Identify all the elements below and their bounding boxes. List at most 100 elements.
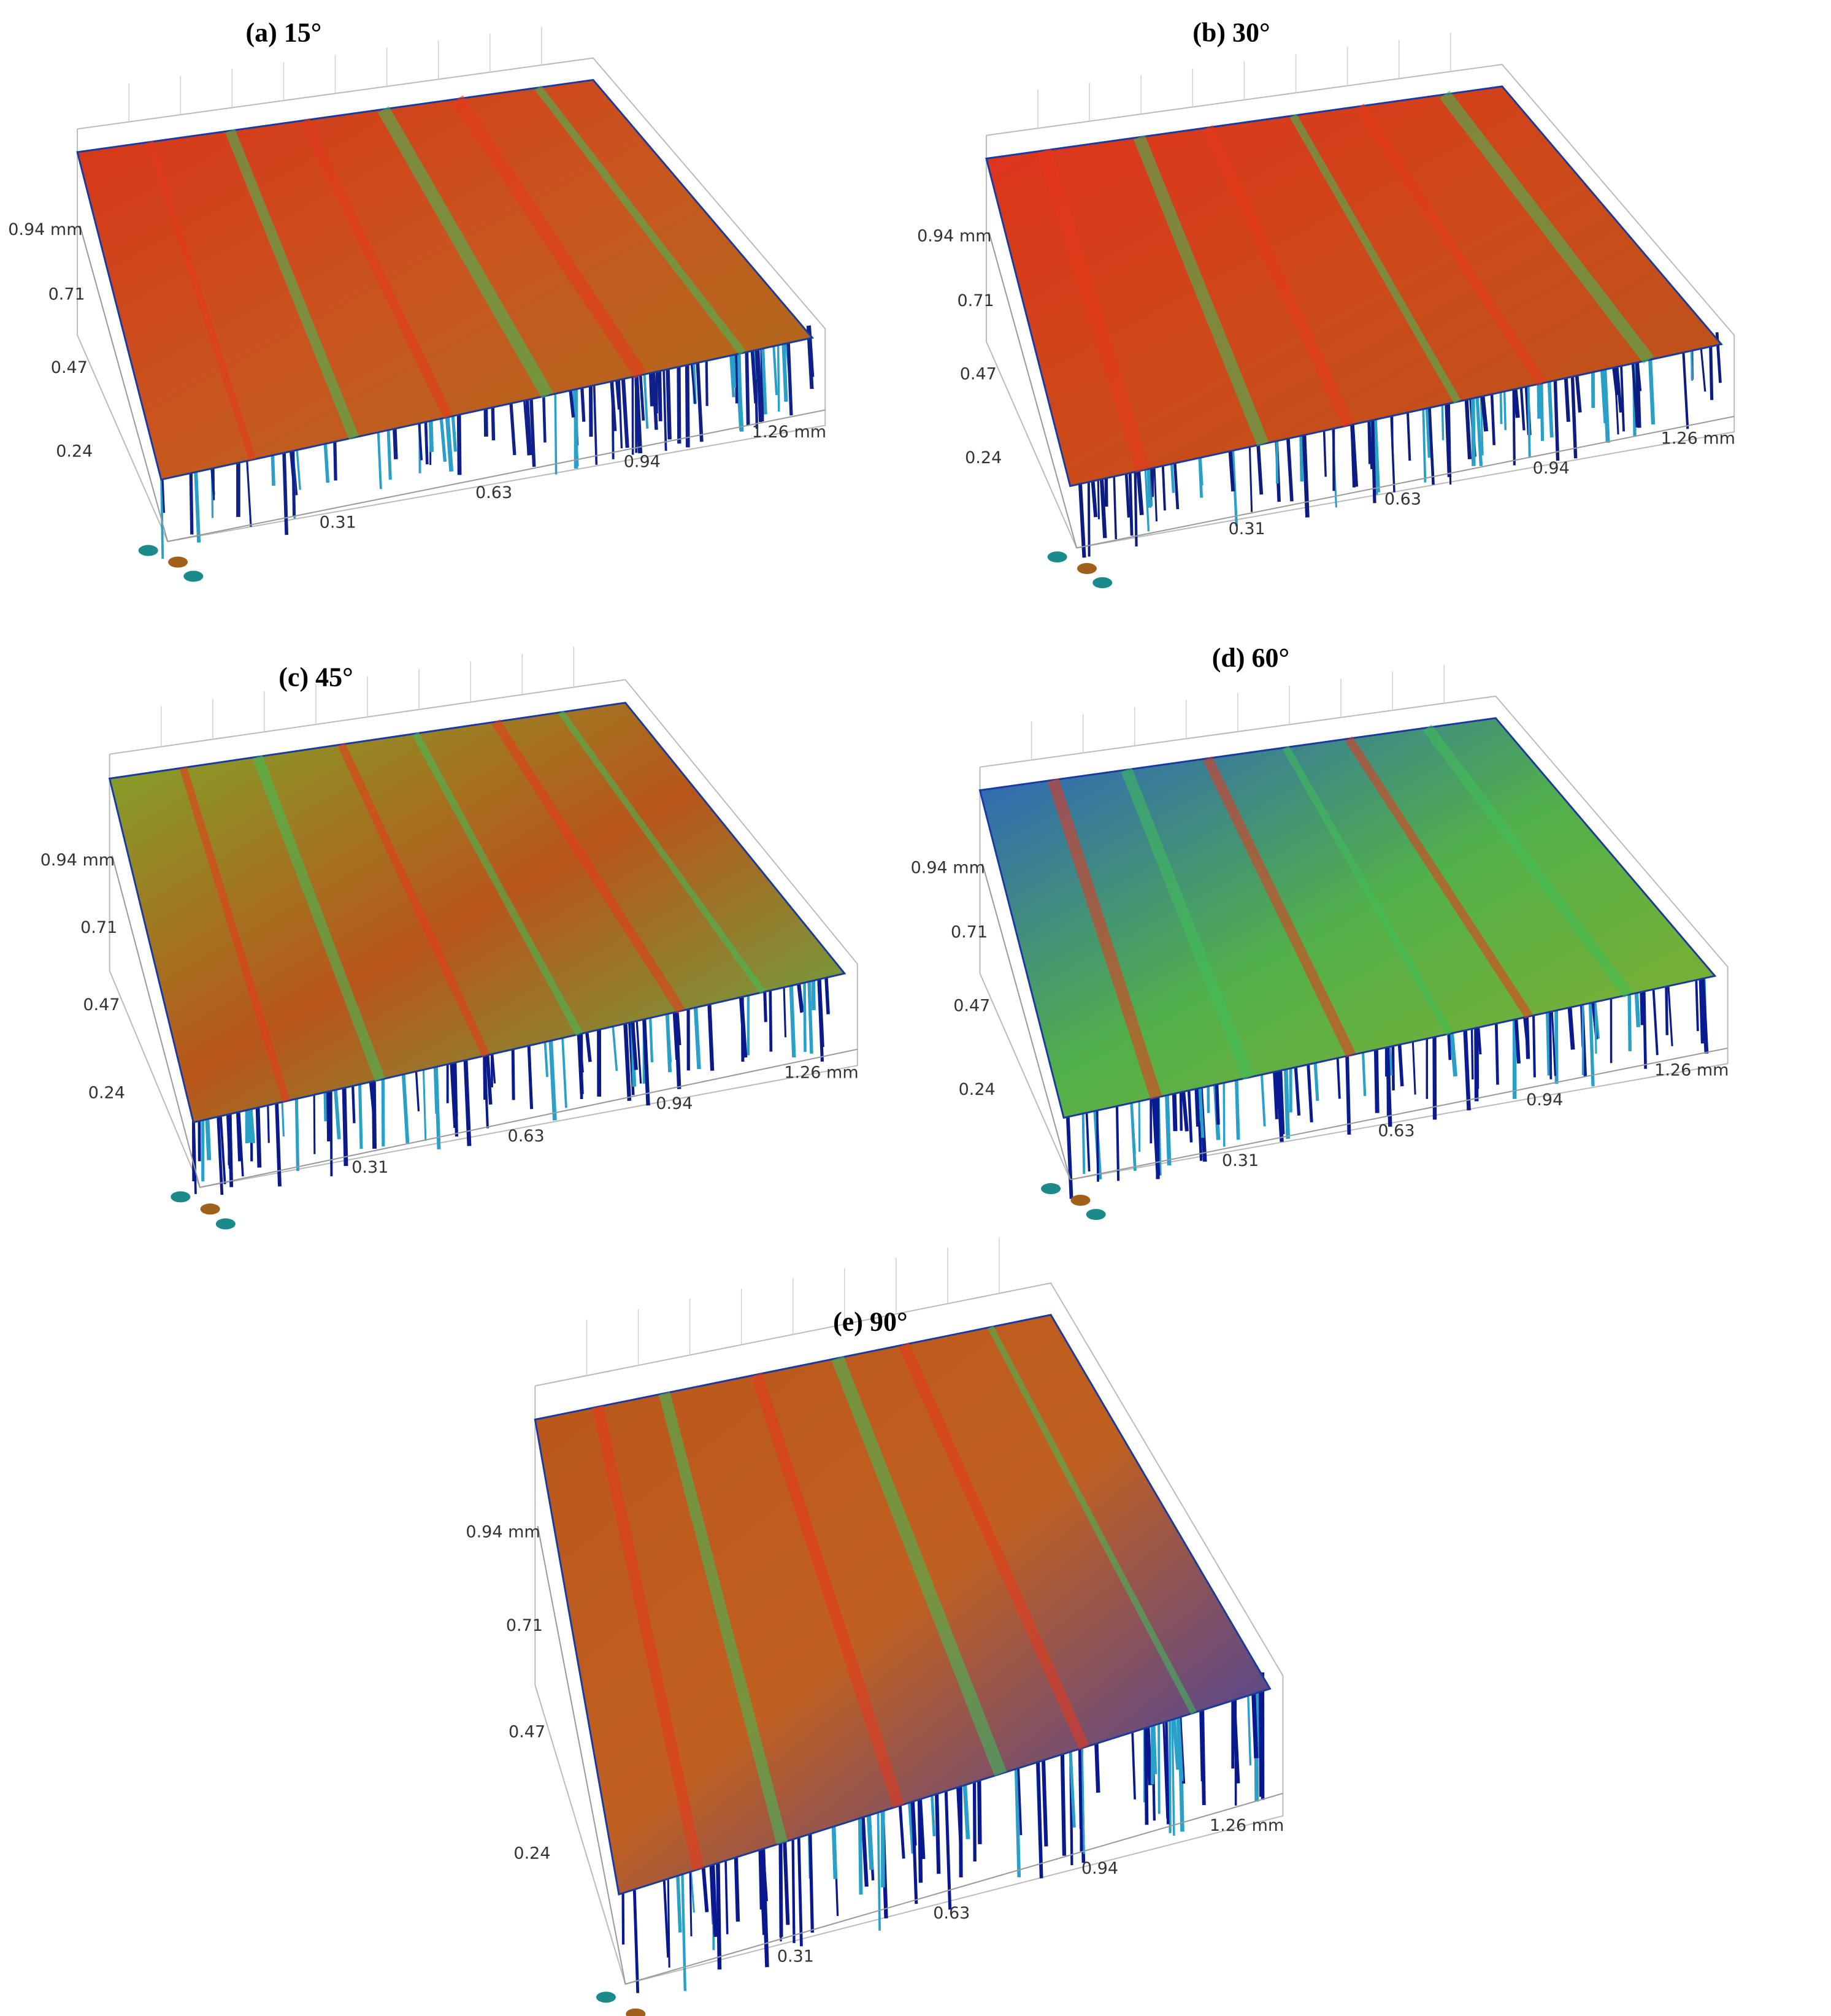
orientation-icon [596, 1991, 616, 2003]
surface-band [1422, 724, 1633, 998]
y-tick-label: 0.47 [51, 358, 88, 377]
x-tick-label: 0.94 [656, 1094, 693, 1113]
y-tick-label: 0.24 [88, 1083, 125, 1102]
surface-streak [1512, 377, 1516, 466]
surface-streak [797, 1819, 803, 1947]
surface-streak [572, 377, 579, 467]
surface-band [1203, 756, 1356, 1058]
surface-streak [1432, 1024, 1437, 1120]
surface-band [1282, 745, 1453, 1036]
surface-streak [695, 350, 704, 442]
y-tick-label: 0.94 mm [8, 220, 82, 239]
surface-streak [1151, 1085, 1161, 1175]
surface-streak [1444, 391, 1452, 477]
x-tick-label: 0.63 [475, 483, 512, 502]
surface-band [146, 140, 256, 461]
x-tick-label: 0.31 [1222, 1151, 1259, 1170]
panel-title: (a) 15° [245, 18, 321, 48]
surface-streak [216, 1103, 224, 1195]
y-tick-label: 0.94 mm [911, 859, 985, 878]
surface-panel: (c) 45° 0.94 mm 0.71 0.47 0.24 0.31 0.63 0.94 1.… [40, 646, 859, 1230]
panel-title: (d) 60° [1212, 643, 1289, 673]
x-tick-label: 0.31 [777, 1947, 814, 1966]
orientation-icon [183, 570, 204, 582]
y-tick-label: 0.71 [951, 923, 988, 942]
orientation-icon [215, 1218, 236, 1230]
surface-streak [1421, 396, 1427, 483]
orientation-icon [200, 1203, 220, 1215]
surface-streak [685, 352, 690, 448]
surface-streak [1642, 978, 1647, 1069]
y-tick-label: 0.47 [83, 995, 120, 1014]
y-tick-label: 0.94 mm [40, 851, 115, 870]
surface-streak [677, 354, 681, 444]
surface-band [1121, 767, 1254, 1080]
surface-streak [745, 339, 750, 426]
surface-band [988, 1325, 1197, 1715]
surface-streak [662, 357, 667, 451]
y-tick-label: 0.94 mm [466, 1522, 540, 1541]
surface-streak [877, 1793, 881, 1931]
surface-streak [1301, 422, 1310, 518]
surface [76, 79, 815, 481]
y-axis [988, 232, 1078, 548]
surface-streak [1553, 367, 1560, 461]
wire-frame [109, 679, 858, 1189]
surface-band [225, 129, 359, 440]
orientation-icon [1077, 562, 1097, 574]
y-tick-label: 0.47 [953, 997, 990, 1016]
surface-streak [1373, 407, 1381, 493]
y-tick-label: 0.94 mm [917, 227, 991, 246]
surface [108, 702, 846, 1124]
surface-streak [274, 1089, 282, 1187]
orientation-icon [1092, 577, 1113, 589]
surface-streak [642, 1005, 650, 1106]
x-axis [1076, 415, 1735, 549]
surface-streak [453, 1049, 458, 1137]
surface-streak [1014, 1750, 1021, 1877]
panel-title: (e) 90° [833, 1307, 907, 1337]
surface-streak [680, 1855, 687, 1991]
y-tick-label: 0.24 [513, 1844, 550, 1863]
surface-panel: (d) 60° 0.94 mm 0.71 0.47 0.24 0.31 0.63 0.94 1.… [911, 643, 1729, 1221]
surface-band [1037, 148, 1150, 473]
x-tick-label: 0.94 [624, 453, 661, 472]
orientation-icon [168, 556, 188, 568]
surface-streak [755, 337, 762, 423]
x-tick-label: 1.26 mm [1661, 429, 1735, 448]
surface-streak [1462, 1017, 1471, 1111]
surface-streak [1681, 339, 1689, 429]
surface-band [1439, 90, 1654, 364]
surface-streak [791, 1820, 796, 1944]
surface-band [337, 742, 490, 1057]
x-tick-label: 0.63 [508, 1127, 545, 1146]
panel-title: (b) 30° [1192, 18, 1270, 48]
surface-band [659, 1392, 788, 1845]
surface-streak [1230, 437, 1238, 527]
surface-streak [159, 466, 164, 559]
surface-streak [548, 1027, 557, 1121]
surface-streak [1164, 1703, 1170, 1825]
x-tick-label: 0.94 [1081, 1859, 1118, 1878]
surface-streak [554, 381, 558, 475]
surface-band [1133, 134, 1269, 447]
surface-streak [1700, 965, 1709, 1054]
surface-band [558, 710, 766, 994]
x-tick-label: 1.26 mm [1210, 1816, 1284, 1835]
surface-streak [1096, 1097, 1099, 1182]
surface-streak [1588, 990, 1595, 1087]
surface-streak [1170, 1701, 1175, 1836]
surface-band [1289, 113, 1461, 404]
wire-frame [979, 696, 1729, 1181]
surface-streak [1164, 1082, 1172, 1166]
surface-streak [1134, 459, 1138, 546]
surface-streak [634, 363, 643, 454]
orientation-icon [1086, 1209, 1106, 1221]
y-tick-label: 0.47 [509, 1723, 545, 1742]
surface-panel: (e) 90° 0.94 mm 0.71 0.47 0.24 0.31 0.63 0.94 1.… [466, 1237, 1284, 2016]
surface-streak [808, 1815, 814, 1933]
surface-streak [1527, 373, 1531, 457]
surface-band [300, 118, 453, 420]
surface-streak [1081, 1729, 1085, 1854]
